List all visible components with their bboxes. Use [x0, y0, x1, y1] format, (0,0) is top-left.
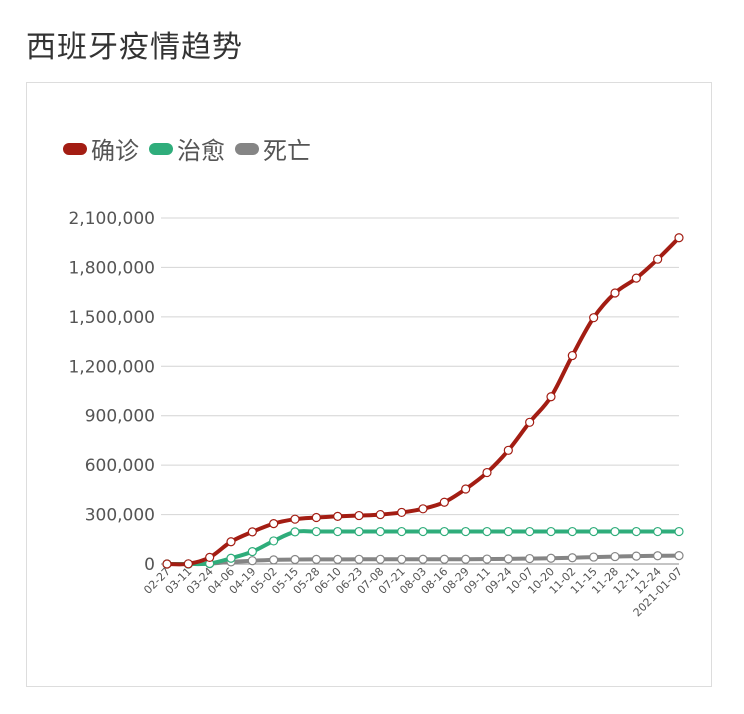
data-point-2 [311, 554, 321, 564]
data-point-0 [247, 527, 257, 537]
data-point-2 [567, 553, 577, 563]
data-point-0 [333, 511, 343, 521]
series-line-0 [166, 236, 681, 567]
data-point-1 [503, 526, 513, 537]
y-tick-label: 0 [144, 555, 155, 575]
data-point-0 [674, 233, 684, 243]
data-point-1 [482, 526, 492, 537]
data-point-2 [525, 553, 535, 564]
data-point-2 [503, 554, 513, 564]
page-title: 西班牙疫情趋势 [26, 30, 243, 65]
data-point-1 [375, 526, 385, 537]
data-point-2 [375, 554, 385, 564]
data-point-0 [482, 467, 492, 478]
data-point-2 [631, 551, 641, 561]
data-point-0 [503, 445, 513, 455]
legend-item-deaths[interactable]: 死亡 [235, 131, 311, 166]
data-point-0 [589, 313, 599, 323]
data-point-1 [546, 526, 556, 537]
data-point-0 [631, 273, 641, 283]
y-tick-label: 1,800,000 [68, 258, 155, 278]
data-point-2 [439, 554, 449, 564]
data-point-1 [653, 526, 663, 537]
data-point-2 [247, 556, 257, 566]
data-point-0 [183, 559, 193, 569]
data-point-1 [311, 526, 321, 537]
data-point-2 [674, 550, 684, 561]
chart-card: 确诊 治愈 死亡 0 300,000 600,000 900,000 1,200,000… [26, 82, 712, 687]
data-point-0 [269, 519, 279, 529]
y-tick-label: 300,000 [85, 506, 155, 526]
data-point-0 [354, 510, 364, 521]
legend-label-deaths: 死亡 [263, 137, 311, 165]
data-point-1 [439, 526, 449, 537]
data-point-1 [269, 536, 279, 546]
y-tick-label: 1,200,000 [68, 357, 155, 377]
legend-swatch-recovered [149, 142, 173, 155]
data-point-2 [482, 554, 492, 564]
data-point-0 [653, 254, 663, 264]
data-point-2 [397, 554, 407, 564]
data-point-1 [567, 526, 577, 537]
data-point-0 [205, 552, 215, 563]
data-point-1 [461, 526, 471, 537]
y-tick-label: 1,500,000 [68, 308, 155, 328]
legend-label-confirmed: 确诊 [91, 137, 139, 165]
data-point-1 [333, 526, 343, 537]
data-point-0 [397, 507, 407, 518]
legend-swatch-confirmed [63, 142, 87, 155]
data-point-0 [525, 417, 535, 427]
legend-item-recovered[interactable]: 治愈 [149, 131, 225, 166]
data-point-2 [461, 554, 471, 564]
chart-legend: 确诊 治愈 死亡 [63, 131, 311, 166]
legend-item-confirmed[interactable]: 确诊 [63, 131, 139, 166]
data-point-2 [610, 551, 620, 562]
y-tick-label: 600,000 [85, 456, 155, 476]
data-point-0 [226, 537, 236, 547]
data-point-0 [610, 288, 620, 298]
data-point-1 [247, 547, 257, 557]
data-point-2 [546, 553, 556, 563]
y-tick-label: 2,100,000 [68, 209, 155, 229]
legend-swatch-deaths [235, 142, 259, 155]
data-point-0 [290, 514, 300, 524]
data-point-2 [290, 554, 300, 565]
data-point-1 [354, 526, 364, 537]
data-point-1 [418, 526, 428, 537]
data-point-0 [418, 504, 428, 514]
data-point-1 [226, 553, 236, 563]
data-point-1 [631, 526, 641, 537]
y-tick-label: 900,000 [85, 407, 155, 427]
data-point-2 [354, 554, 364, 564]
data-point-1 [610, 526, 620, 537]
data-point-2 [653, 551, 663, 561]
data-point-1 [290, 527, 300, 537]
line-chart: 0 300,000 600,000 900,000 1,200,000 1,500,000… [68, 209, 685, 619]
data-point-2 [589, 552, 599, 562]
data-point-0 [567, 350, 577, 361]
data-point-2 [418, 554, 428, 564]
data-point-2 [269, 555, 279, 565]
data-point-0 [162, 559, 172, 569]
legend-label-recovered: 治愈 [177, 137, 225, 165]
data-point-1 [525, 526, 535, 537]
data-point-0 [311, 512, 321, 523]
data-point-1 [397, 526, 407, 537]
data-point-0 [461, 484, 471, 494]
data-point-1 [589, 526, 599, 537]
data-point-0 [439, 497, 449, 507]
data-point-2 [333, 554, 343, 564]
data-point-0 [375, 509, 385, 520]
data-point-1 [674, 526, 684, 537]
data-point-0 [546, 392, 556, 402]
